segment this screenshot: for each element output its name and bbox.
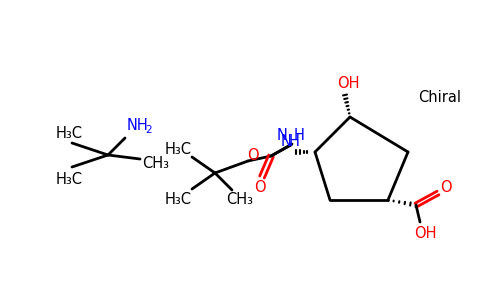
Text: H₃C: H₃C [56, 172, 82, 187]
Text: 2: 2 [145, 125, 151, 135]
Text: O: O [247, 148, 259, 163]
Text: H₃C: H₃C [165, 142, 192, 157]
Text: OH: OH [337, 76, 359, 92]
Text: H₃C: H₃C [56, 125, 82, 140]
Text: Chiral: Chiral [419, 91, 462, 106]
Text: N: N [277, 128, 288, 142]
Text: H₃C: H₃C [165, 191, 192, 206]
Text: OH: OH [414, 226, 436, 241]
Text: H: H [294, 128, 305, 142]
Text: NH: NH [127, 118, 149, 134]
Text: O: O [440, 181, 452, 196]
Text: CH₃: CH₃ [142, 155, 169, 170]
Text: H: H [288, 134, 300, 148]
Text: N: N [281, 134, 291, 148]
Text: CH₃: CH₃ [227, 193, 254, 208]
Text: O: O [254, 181, 266, 196]
